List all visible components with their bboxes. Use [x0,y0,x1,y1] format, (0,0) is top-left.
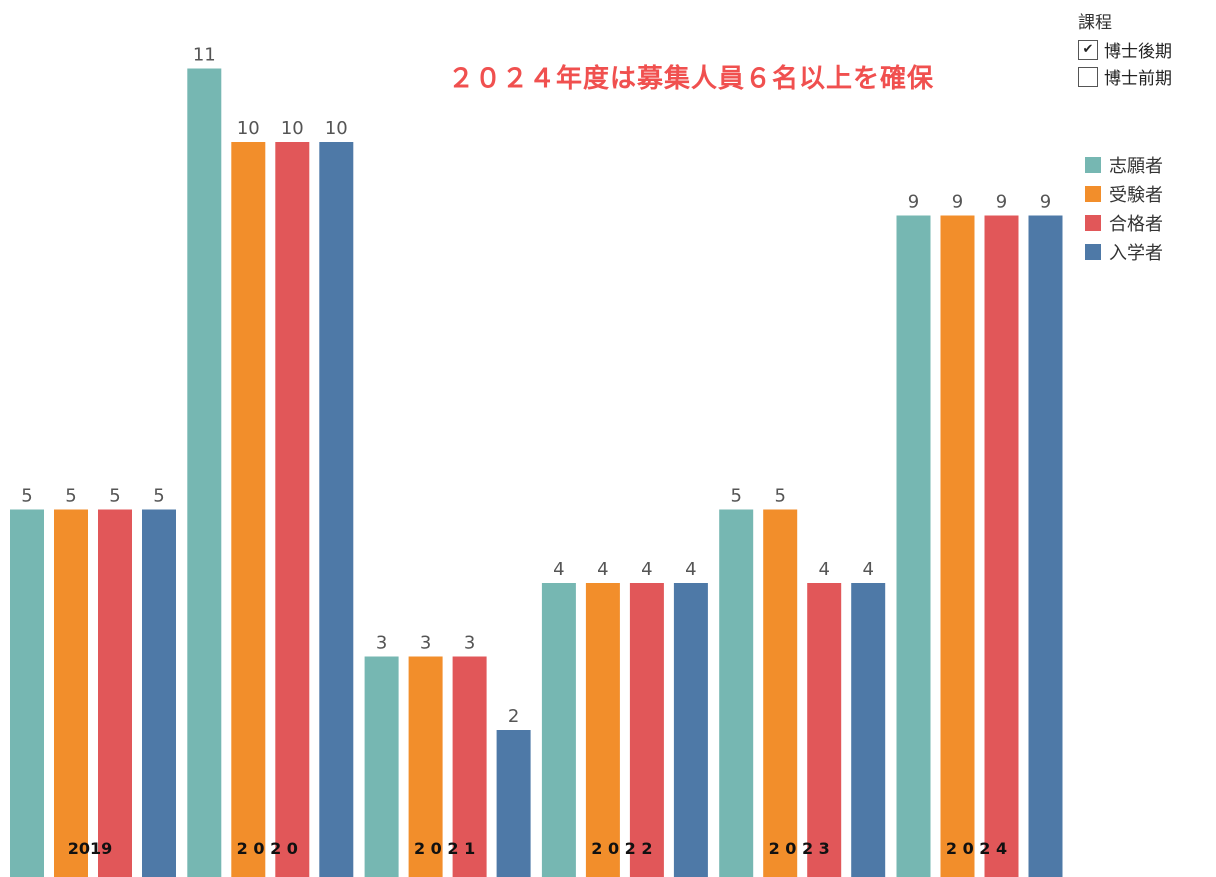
legend-item-applicants: 志願者 [1085,150,1163,179]
data-label: 4 [685,559,696,580]
checkbox-checked-icon[interactable]: ✔ [1078,39,1098,60]
bar-2022-志願者[interactable] [541,583,576,877]
year-label: 2 0 2 3 [769,839,830,858]
legend-label: 受験者 [1109,184,1163,206]
filter-title: 課程 [1078,13,1112,33]
legend-item-enrollees: 入学者 [1085,237,1163,266]
legend-label: 志願者 [1109,155,1163,177]
bar-2024-入学者[interactable] [1028,215,1063,877]
year-label: 2 0 2 1 [414,839,475,858]
course-filter: 課程 ✔ 博士後期 博士前期 [1078,10,1214,90]
data-label: 4 [862,559,873,580]
data-label: 10 [237,118,260,139]
year-label: 2019 [68,839,113,858]
legend-swatch [1085,156,1101,173]
data-label: 5 [153,486,164,507]
year-label: 2 0 2 0 [237,839,298,858]
data-label: 3 [376,633,387,654]
bar-2019-入学者[interactable] [142,509,176,877]
year-label: 2 0 2 2 [591,839,652,858]
data-label: 2 [508,706,519,727]
data-label: 5 [730,486,741,507]
filter-option-label: 博士後期 [1104,42,1172,62]
bar-2023-受験者[interactable] [763,509,798,877]
data-label: 9 [996,192,1007,213]
bar-2024-志願者[interactable] [896,215,931,877]
data-label: 3 [420,633,431,654]
data-label: 4 [818,559,829,580]
chart-legend: 志願者 受験者 合格者 入学者 [1085,150,1163,266]
legend-item-passers: 合格者 [1085,208,1163,237]
filter-option-label: 博士前期 [1104,69,1172,89]
data-label: 5 [774,486,785,507]
bar-2023-合格者[interactable] [807,583,842,877]
data-label: 5 [65,486,76,507]
year-label: 2 0 2 4 [946,839,1007,858]
legend-label: 入学者 [1109,242,1163,264]
bar-2019-志願者[interactable] [10,509,44,877]
bar-2022-受験者[interactable] [585,583,620,877]
legend-swatch [1085,243,1101,260]
data-label: 3 [464,633,475,654]
data-label: 10 [325,118,348,139]
legend-label: 合格者 [1109,213,1163,235]
checkbox-unchecked-icon[interactable] [1078,66,1098,87]
data-label: 4 [597,559,608,580]
bar-2020-合格者[interactable] [275,142,310,877]
data-label: 9 [908,192,919,213]
bar-2021-受験者[interactable] [408,656,443,877]
data-label: 9 [952,192,963,213]
legend-swatch [1085,185,1101,202]
data-label: 4 [641,559,652,580]
bar-2019-受験者[interactable] [54,509,88,877]
data-label: 5 [21,486,32,507]
bar-2020-志願者[interactable] [187,68,222,877]
data-label: 10 [281,118,304,139]
bar-2024-合格者[interactable] [984,215,1019,877]
data-label: 9 [1040,192,1051,213]
bar-2021-入学者[interactable] [496,730,531,877]
bar-2020-入学者[interactable] [319,142,354,877]
chart-headline: ２０２４年度は募集人員６名以上を確保 [448,64,935,94]
legend-item-examinees: 受験者 [1085,179,1163,208]
filter-option-doctoral-later[interactable]: ✔ 博士後期 [1078,36,1214,63]
bar-2019-合格者[interactable] [98,509,132,877]
bar-2022-合格者[interactable] [629,583,664,877]
filter-option-doctoral-early[interactable]: 博士前期 [1078,63,1214,90]
bar-2020-受験者[interactable] [231,142,266,877]
bar-2022-入学者[interactable] [673,583,708,877]
data-label: 5 [109,486,120,507]
data-label: 4 [553,559,564,580]
bar-2023-志願者[interactable] [719,509,754,877]
bar-2023-入学者[interactable] [851,583,886,877]
data-label: 11 [193,45,216,66]
bar-2021-合格者[interactable] [452,656,487,877]
bar-2024-受験者[interactable] [940,215,975,877]
bar-2021-志願者[interactable] [364,656,399,877]
legend-swatch [1085,214,1101,231]
